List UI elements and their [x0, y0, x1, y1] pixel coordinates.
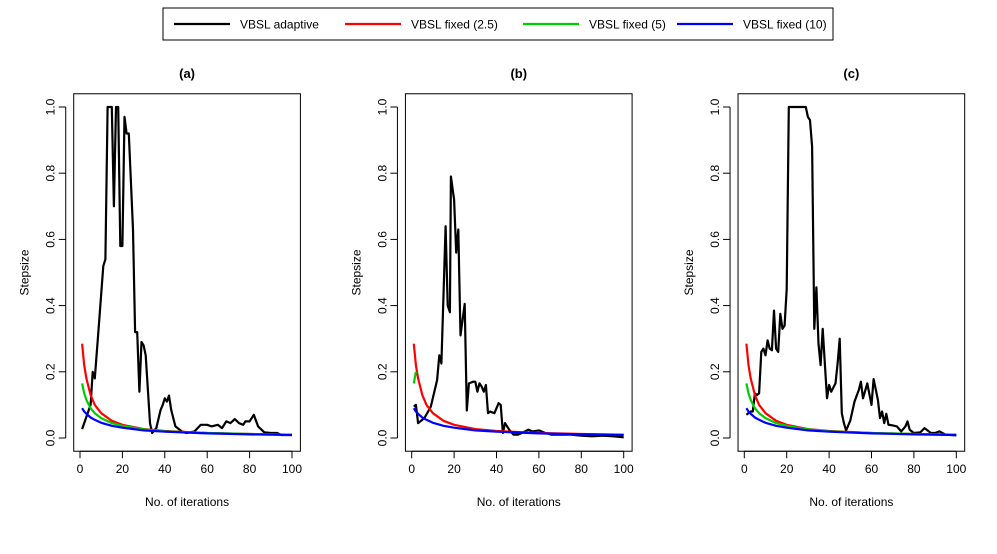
y-tick-label: 0.4 — [375, 297, 389, 314]
x-axis-label: No. of iterations — [809, 495, 893, 509]
y-tick-label: 0.0 — [375, 429, 389, 446]
y-tick-label: 0.0 — [44, 429, 58, 446]
series-line-vbsl-fixed-10 — [81, 407, 293, 437]
x-tick-label: 100 — [614, 462, 634, 476]
x-tick-label: 40 — [490, 462, 504, 476]
x-tick-label: 0 — [741, 462, 748, 476]
y-tick-label: 0.4 — [44, 297, 58, 314]
y-tick-label: 0.4 — [708, 297, 722, 314]
panel-a: (a) No. of iterations Stepsize 0 20 40 60 80 100… — [18, 66, 303, 509]
x-tick-label: 0 — [408, 462, 415, 476]
plot-box — [404, 93, 633, 452]
panel-b: (b) No. of iterations Stepsize 0 20 40 60 80 100… — [349, 66, 634, 509]
y-tick-label: 0.6 — [708, 231, 722, 248]
series-line-vbsl-fixed-10 — [412, 407, 624, 437]
y-tick-label: 0.2 — [44, 363, 58, 380]
series-line-vbsl-fixed-2-5 — [745, 343, 957, 436]
panel-title: (b) — [510, 66, 527, 81]
panel-title: (c) — [843, 66, 859, 81]
legend: VBSL adaptive VBSL fixed (2.5) VBSL fixe… — [162, 7, 834, 41]
x-tick-label: 20 — [447, 462, 461, 476]
x-tick-label: 60 — [865, 462, 879, 476]
legend-item-fixed-5: VBSL fixed (5) — [523, 18, 666, 32]
y-tick-label: 0.2 — [375, 363, 389, 380]
x-tick-label: 100 — [282, 462, 302, 476]
y-axis-label: Stepsize — [349, 249, 363, 295]
legend-item-fixed-10: VBSL fixed (10) — [677, 18, 827, 32]
x-tick-label: 60 — [201, 462, 215, 476]
y-tick-label: 0.2 — [708, 363, 722, 380]
panel-c: (c) No. of iterations Stepsize 0 20 40 60 80 100… — [682, 66, 967, 509]
y-tick-label: 1.0 — [44, 98, 58, 115]
legend-item-adaptive: VBSL adaptive — [174, 18, 319, 32]
legend-label: VBSL fixed (10) — [743, 18, 827, 32]
y-tick-label: 0.0 — [708, 429, 722, 446]
series-line-vbsl-fixed-5 — [412, 371, 417, 384]
y-tick-label: 1.0 — [708, 98, 722, 115]
panel-title: (a) — [179, 66, 195, 81]
x-tick-label: 40 — [822, 462, 836, 476]
x-axis-label: No. of iterations — [477, 495, 561, 509]
legend-item-fixed-2-5: VBSL fixed (2.5) — [345, 18, 498, 32]
y-tick-label: 0.6 — [44, 231, 58, 248]
series-line-vbsl-adaptive — [81, 105, 292, 437]
y-tick-label: 1.0 — [375, 98, 389, 115]
y-axis-label: Stepsize — [18, 249, 32, 295]
x-tick-label: 40 — [158, 462, 172, 476]
y-axis-label: Stepsize — [682, 249, 696, 295]
x-tick-label: 80 — [907, 462, 921, 476]
plot-box — [737, 93, 966, 452]
x-tick-label: 0 — [77, 462, 84, 476]
series-line-vbsl-fixed-2-5 — [412, 343, 624, 436]
legend-label: VBSL fixed (5) — [589, 18, 666, 32]
x-tick-label: 60 — [532, 462, 546, 476]
y-tick-label: 0.6 — [375, 231, 389, 248]
x-tick-label: 100 — [946, 462, 966, 476]
legend-label: VBSL adaptive — [240, 18, 319, 32]
x-tick-label: 20 — [780, 462, 794, 476]
legend-label: VBSL fixed (2.5) — [411, 18, 498, 32]
x-axis-label: No. of iterations — [145, 495, 229, 509]
y-tick-label: 0.8 — [708, 165, 722, 182]
x-tick-label: 20 — [116, 462, 130, 476]
series-line-vbsl-fixed-10 — [745, 407, 957, 437]
y-tick-label: 0.8 — [375, 165, 389, 182]
series-line-vbsl-adaptive — [413, 175, 624, 439]
y-tick-label: 0.8 — [44, 165, 58, 182]
x-tick-label: 80 — [243, 462, 257, 476]
series-line-vbsl-fixed-2-5 — [81, 343, 293, 436]
series-line-vbsl-adaptive — [745, 105, 957, 437]
x-tick-label: 80 — [575, 462, 589, 476]
